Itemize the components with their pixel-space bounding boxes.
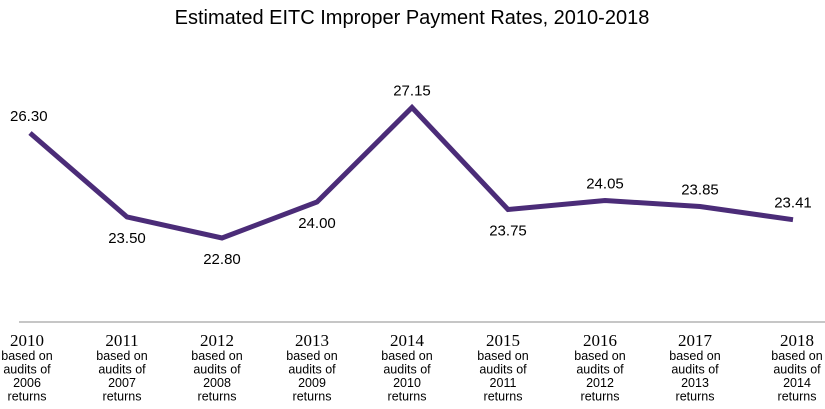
data-label: 24.05 bbox=[586, 176, 624, 193]
x-tick-note: audits of bbox=[193, 363, 241, 377]
x-tick-note: based on bbox=[191, 349, 242, 363]
x-tick-label: 2012 bbox=[200, 331, 234, 350]
x-tick-note: audits of bbox=[576, 363, 624, 377]
x-tick-label: 2013 bbox=[295, 331, 329, 350]
x-tick-note: based on bbox=[771, 349, 822, 363]
data-label: 23.50 bbox=[108, 230, 146, 247]
x-tick-note: 2009 bbox=[298, 376, 326, 390]
data-label: 24.00 bbox=[298, 215, 336, 232]
x-tick-note: returns bbox=[388, 390, 427, 404]
x-tick-note: audits of bbox=[288, 363, 336, 377]
x-tick-note: returns bbox=[293, 390, 332, 404]
x-tick-note: audits of bbox=[479, 363, 527, 377]
x-tick-note: returns bbox=[198, 390, 237, 404]
x-tick-note: returns bbox=[676, 390, 715, 404]
x-tick-note: 2011 bbox=[490, 376, 517, 390]
x-tick-note: audits of bbox=[671, 363, 719, 377]
x-tick-note: based on bbox=[96, 349, 147, 363]
x-tick-note: returns bbox=[8, 390, 47, 404]
data-label: 23.75 bbox=[489, 223, 527, 240]
x-tick-note: 2006 bbox=[13, 376, 41, 390]
x-tick-note: 2010 bbox=[393, 376, 421, 390]
x-tick-label: 2016 bbox=[583, 331, 617, 350]
x-tick-label: 2010 bbox=[10, 331, 44, 350]
x-tick-note: based on bbox=[574, 349, 625, 363]
x-tick-note: based on bbox=[286, 349, 337, 363]
x-tick-note: 2013 bbox=[681, 376, 709, 390]
x-tick-note: based on bbox=[669, 349, 720, 363]
x-tick-note: 2012 bbox=[586, 376, 614, 390]
x-tick-note: audits of bbox=[3, 363, 51, 377]
data-label: 27.15 bbox=[393, 83, 431, 100]
x-tick-label: 2018 bbox=[780, 331, 814, 350]
x-tick-note: 2014 bbox=[783, 376, 811, 390]
data-label: 23.85 bbox=[681, 182, 719, 199]
x-tick-note: returns bbox=[484, 390, 523, 404]
x-tick-note: returns bbox=[103, 390, 142, 404]
x-tick-note: based on bbox=[1, 349, 52, 363]
x-tick-note: returns bbox=[778, 390, 817, 404]
x-tick-note: returns bbox=[581, 390, 620, 404]
data-label: 22.80 bbox=[203, 251, 241, 268]
x-tick-note: based on bbox=[381, 349, 432, 363]
x-tick-label: 2014 bbox=[390, 331, 425, 350]
x-tick-note: audits of bbox=[383, 363, 431, 377]
data-label: 26.30 bbox=[10, 108, 48, 125]
x-tick-label: 2017 bbox=[678, 331, 713, 350]
x-tick-note: based on bbox=[477, 349, 528, 363]
x-tick-note: audits of bbox=[773, 363, 821, 377]
series-line bbox=[28, 103, 794, 241]
chart-title: Estimated EITC Improper Payment Rates, 2… bbox=[175, 7, 650, 29]
x-tick-note: audits of bbox=[98, 363, 146, 377]
data-label: 23.41 bbox=[774, 195, 812, 212]
x-tick-note: 2007 bbox=[108, 376, 136, 390]
x-tick-note: 2008 bbox=[203, 376, 231, 390]
x-tick-label: 2011 bbox=[105, 331, 138, 350]
x-tick-label: 2015 bbox=[486, 331, 520, 350]
